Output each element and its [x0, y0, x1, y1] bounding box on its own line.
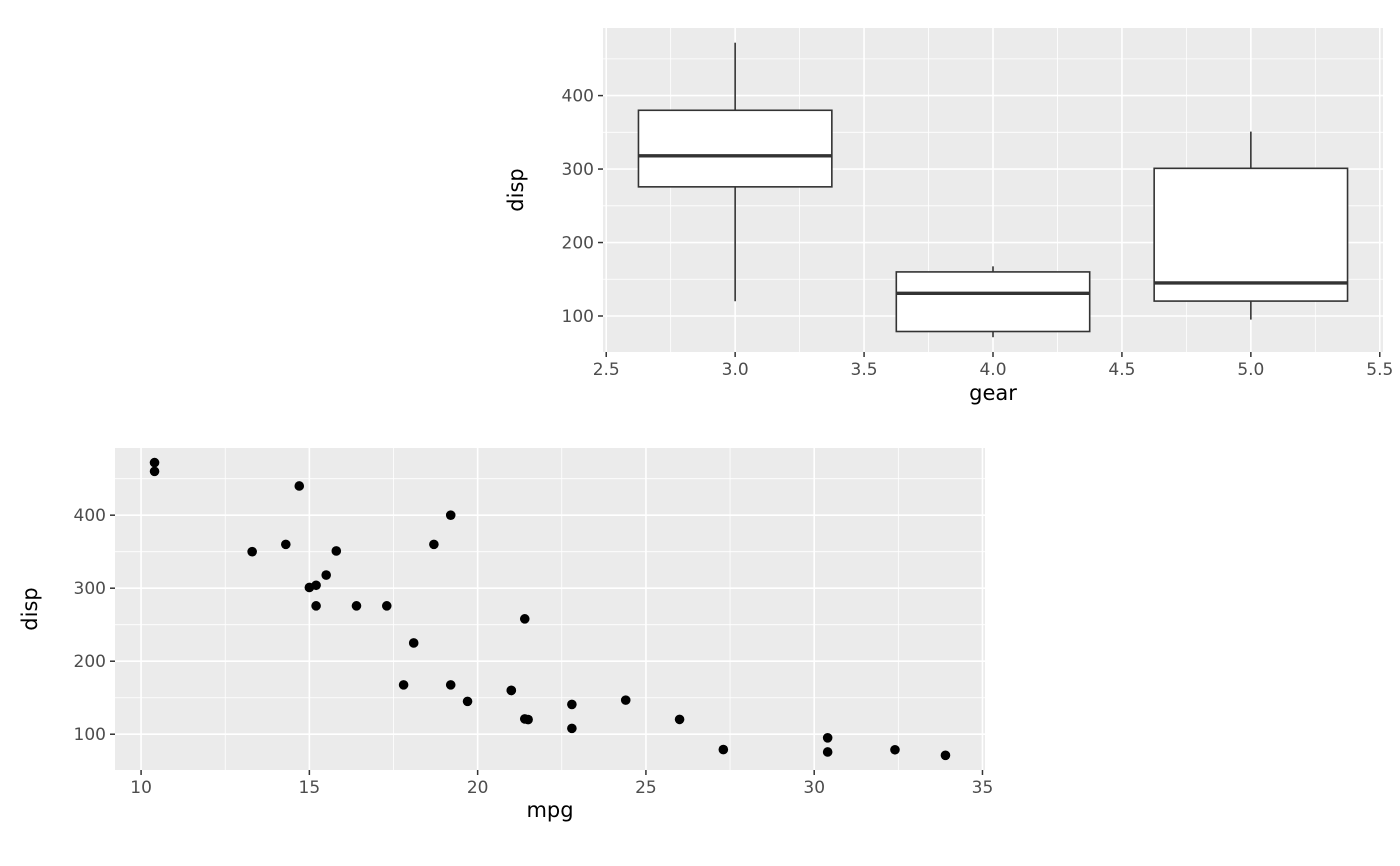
box-rect — [637, 109, 833, 188]
y-tick-label: 300 — [74, 579, 106, 599]
data-point — [429, 539, 439, 550]
x-tick-label: 15 — [299, 778, 321, 798]
boxplot-plot-area: 2.5 3.0 3.5 4.0 4.5 5.0 5.5 100 200 300 400 — [562, 28, 1393, 380]
y-tick-label: 200 — [74, 652, 106, 672]
box-rect — [895, 271, 1091, 333]
boxplot-x-axis-title: gear — [969, 381, 1017, 405]
y-tick-label: 300 — [562, 160, 594, 180]
data-point — [398, 680, 409, 690]
data-point — [149, 466, 160, 477]
data-point — [281, 539, 291, 550]
y-tick-label: 200 — [562, 234, 594, 254]
data-point — [519, 614, 530, 624]
data-point — [445, 510, 456, 520]
y-tick-label: 100 — [74, 725, 106, 745]
scatter-x-axis-title: mpg — [526, 798, 574, 822]
x-tick-label: 3.0 — [722, 360, 749, 380]
box-rect — [1153, 167, 1349, 302]
y-tick-label: 100 — [562, 307, 594, 327]
data-point — [445, 680, 456, 690]
data-point — [890, 744, 900, 755]
data-point — [519, 714, 530, 724]
y-tick-label: 400 — [562, 87, 594, 107]
data-point — [351, 601, 362, 611]
scatter-y-axis-title: disp — [18, 587, 42, 631]
data-point — [620, 695, 631, 705]
boxplot-y-axis-title: disp — [504, 168, 528, 212]
x-tick-label: 20 — [467, 778, 489, 798]
data-point — [674, 714, 685, 725]
data-point — [567, 723, 577, 734]
y-tick-label: 400 — [74, 506, 106, 526]
data-point — [822, 747, 833, 757]
data-point — [149, 457, 160, 468]
x-tick-label: 35 — [972, 778, 994, 798]
x-tick-label: 5.0 — [1237, 360, 1264, 380]
data-point — [940, 750, 951, 761]
data-point — [567, 699, 577, 710]
data-point — [408, 638, 419, 648]
x-tick-label: 5.5 — [1366, 360, 1393, 380]
data-point — [321, 570, 331, 580]
x-tick-label: 3.5 — [851, 360, 878, 380]
x-tick-label: 30 — [803, 778, 825, 798]
data-point — [506, 685, 517, 696]
scatter-plot-area: 10 15 20 25 30 35 100 200 300 400 — [74, 448, 994, 798]
data-point — [822, 733, 833, 743]
data-point — [462, 696, 473, 707]
x-tick-label: 10 — [130, 778, 152, 798]
data-point — [331, 546, 342, 556]
data-point — [381, 601, 392, 611]
panel-background — [115, 448, 985, 770]
x-tick-label: 25 — [635, 778, 657, 798]
x-tick-label: 4.5 — [1108, 360, 1135, 380]
data-point — [247, 546, 257, 557]
data-point — [718, 744, 729, 755]
x-tick-label: 4.0 — [979, 360, 1006, 380]
data-point — [294, 481, 305, 491]
x-tick-label: 2.5 — [593, 360, 620, 380]
data-point — [304, 582, 315, 593]
data-point — [311, 601, 321, 611]
